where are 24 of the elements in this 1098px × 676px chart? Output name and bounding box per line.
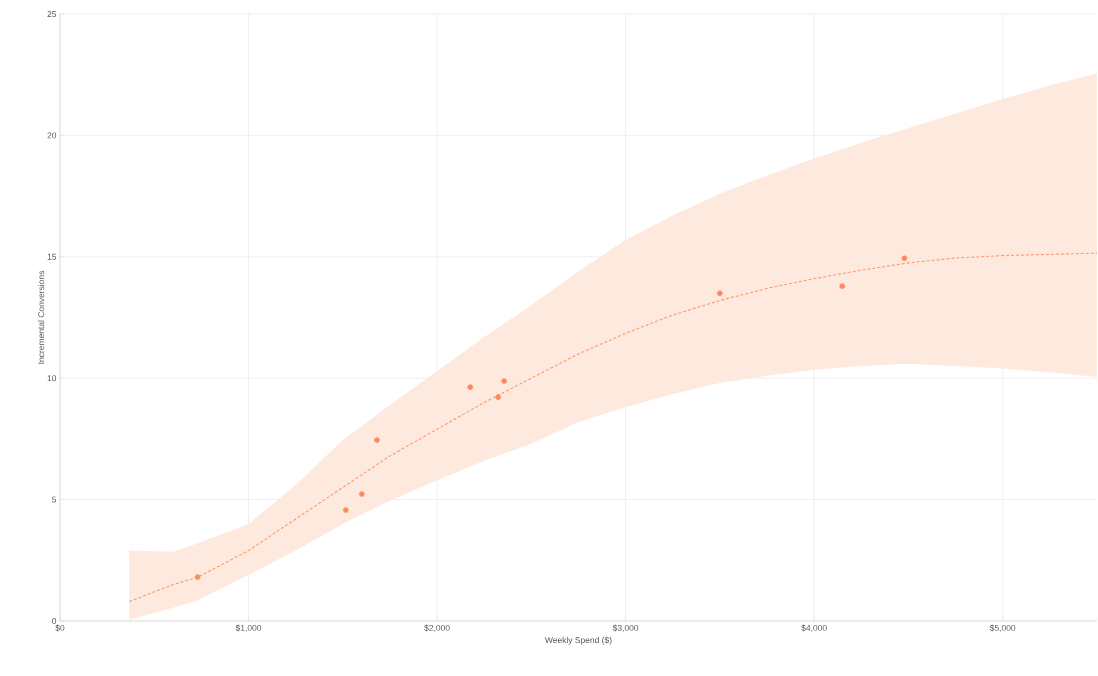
x-tick-label: $1,000	[235, 624, 262, 632]
point	[374, 437, 380, 443]
point	[359, 491, 365, 497]
y-tick-label: 15	[47, 253, 57, 260]
x-tick-label: $3,000	[612, 624, 639, 632]
y-tick-label: 25	[47, 11, 57, 17]
y-axis-title: Incremental Conversions	[37, 271, 45, 364]
point	[194, 574, 201, 580]
x-tick-label: $4,000	[801, 624, 827, 632]
x-axis-title: Weekly Spend ($)	[544, 636, 612, 645]
point	[717, 290, 723, 296]
x-tick-label: $5,000	[989, 624, 1016, 632]
point	[467, 384, 474, 390]
y-tick-label: 5	[52, 496, 57, 503]
x-tick-label: $2,000	[424, 624, 450, 632]
point	[901, 255, 908, 262]
point	[343, 507, 349, 513]
point	[839, 283, 846, 289]
point	[501, 378, 507, 384]
y-tick-label: 10	[47, 375, 57, 382]
point	[495, 394, 501, 400]
y-tick-label: 20	[47, 132, 57, 139]
x-tick-label: $0	[55, 624, 65, 632]
y-tick-label: 0	[52, 618, 57, 624]
